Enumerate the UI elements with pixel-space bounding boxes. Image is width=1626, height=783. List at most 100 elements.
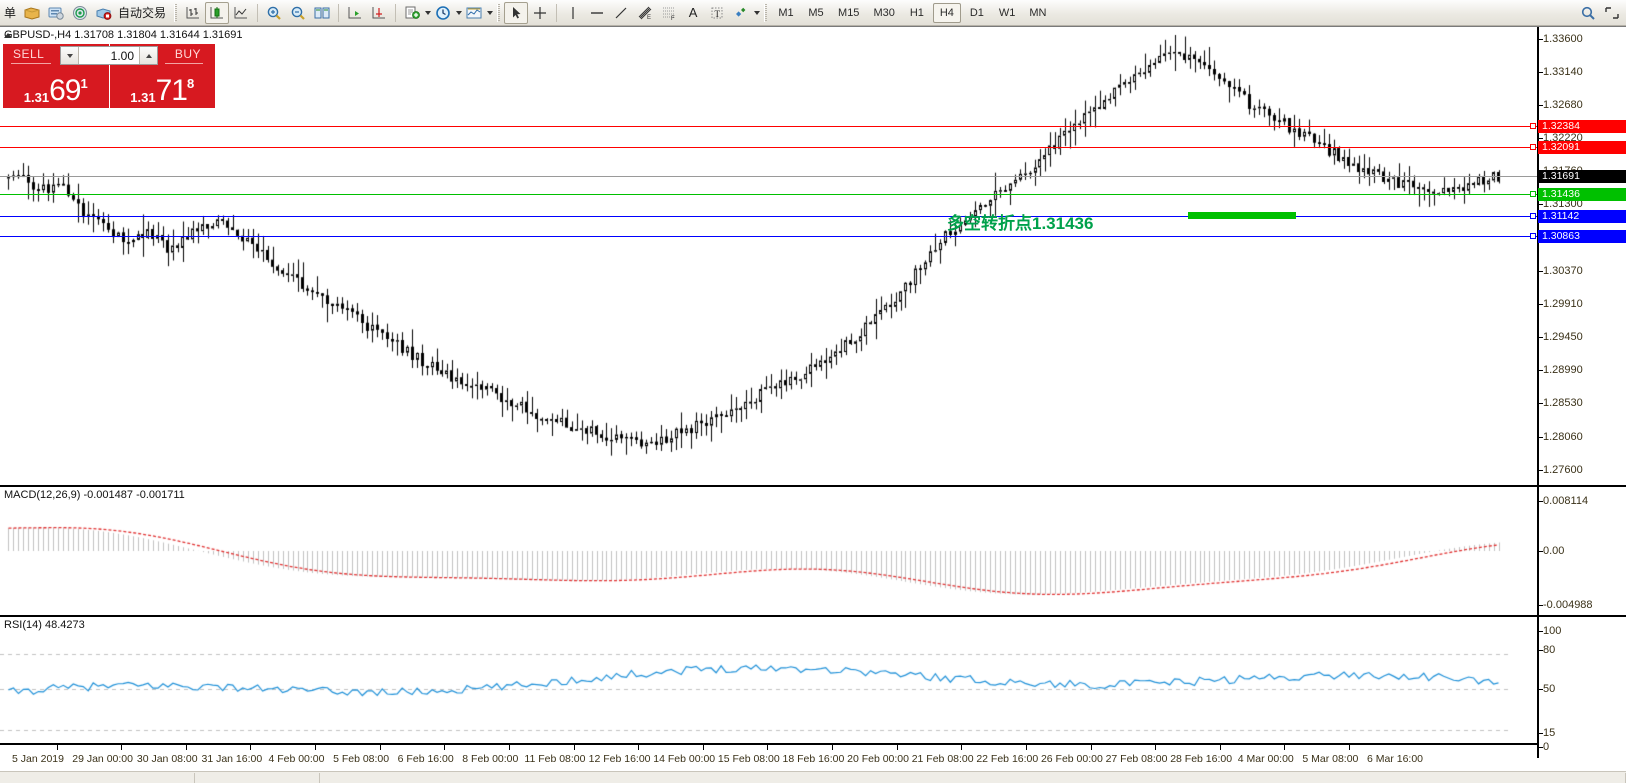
- rsi-plot[interactable]: [0, 617, 1537, 758]
- sell-price-sup: 1: [80, 76, 88, 91]
- cursor-arrow-icon[interactable]: [504, 1, 529, 24]
- timeframe-m30[interactable]: M30: [873, 6, 895, 19]
- volume-increase-icon[interactable]: [139, 47, 157, 64]
- folder-icon[interactable]: [20, 2, 44, 24]
- macd-plot[interactable]: [0, 487, 1537, 615]
- macd-pane[interactable]: MACD(12,26,9) -0.001487 -0.001711 0.0081…: [0, 485, 1626, 615]
- time-axis[interactable]: 5 Jan 2019 29 Jan 00:00 30 Jan 08:00 31 Jan…: [0, 743, 1537, 769]
- axis-tick-mark: [1539, 304, 1543, 306]
- tile-windows-icon[interactable]: [310, 2, 334, 24]
- objects-icon[interactable]: [729, 2, 753, 24]
- time-axis-tick: [896, 745, 898, 750]
- price-plot[interactable]: 多空转折点1.31436: [0, 27, 1537, 485]
- signal-zone-highlight: [1188, 212, 1296, 219]
- zoom-out-icon[interactable]: [286, 2, 310, 24]
- templates-icon[interactable]: [400, 2, 424, 24]
- price-canvas: [0, 27, 1537, 485]
- objects-chevron-down-icon[interactable]: [754, 10, 761, 15]
- svg-text:F: F: [671, 16, 675, 21]
- chart-ohlc-title: GBPUSD-,H4 1.31708 1.31804 1.31644 1.316…: [4, 29, 243, 41]
- autotrading-label[interactable]: 自动交易: [118, 6, 167, 20]
- buy-price-prefix: 1.31: [130, 90, 156, 105]
- search-icon[interactable]: [1576, 2, 1600, 24]
- axis-tick-mark: [1539, 470, 1543, 471]
- axis-tick-label: -0.004988: [1543, 599, 1593, 611]
- time-axis-label: 12 Feb 16:00: [588, 753, 651, 765]
- axis-tick-label: 100: [1543, 625, 1562, 637]
- time-axis-label: 5 Mar 08:00: [1302, 753, 1359, 765]
- vertical-line-icon[interactable]: [561, 2, 585, 24]
- text-icon[interactable]: A: [688, 5, 698, 20]
- time-axis-tick: [315, 745, 317, 750]
- time-axis-tick: [250, 745, 252, 750]
- time-axis-label: 30 Jan 08:00: [136, 753, 198, 765]
- period-icon[interactable]: [431, 2, 455, 24]
- time-axis-label: 14 Feb 00:00: [653, 753, 716, 765]
- templates-chevron-down-icon[interactable]: [425, 10, 432, 15]
- volume-input[interactable]: 1.00: [110, 48, 134, 63]
- time-axis-tick: [702, 745, 704, 750]
- fullscreen-icon[interactable]: [1600, 2, 1624, 24]
- time-axis-tick: [56, 745, 58, 750]
- axis-tick-mark: [1539, 337, 1543, 339]
- indicators-icon[interactable]: [462, 2, 486, 24]
- price-pane[interactable]: 多空转折点1.31436 GBPUSD-,H4 1.31708 1.31804 …: [0, 27, 1626, 485]
- time-axis-label: 6 Mar 16:00: [1366, 753, 1424, 765]
- time-axis-tick: [1284, 745, 1286, 750]
- toolbar-right-group: [1576, 2, 1624, 24]
- auto-scroll-icon[interactable]: [367, 2, 391, 24]
- text-label-icon[interactable]: T: [705, 2, 729, 24]
- trendline-icon[interactable]: [609, 2, 633, 24]
- timeframe-w1[interactable]: W1: [998, 6, 1016, 19]
- toolbar-divider-3: [395, 3, 397, 22]
- volume-stepper[interactable]: 1.00: [60, 46, 158, 65]
- price-scale[interactable]: 1.33600 1.33140 1.32680 1.32220 1.31760 1.313…: [1537, 27, 1626, 485]
- axis-tick-label: 80: [1543, 644, 1556, 656]
- macd-canvas: [0, 487, 1537, 615]
- axis-tick-label: 1.31300: [1543, 198, 1583, 211]
- line-chart-icon[interactable]: [229, 2, 253, 24]
- collapse-triangle-icon[interactable]: [4, 33, 12, 38]
- time-axis-label: 8 Feb 00:00: [462, 753, 519, 765]
- chart-shift-icon[interactable]: [343, 2, 367, 24]
- crosshair-icon[interactable]: [528, 2, 552, 24]
- timeframe-mn[interactable]: MN: [1029, 6, 1047, 19]
- axis-tick-label: 1.29450: [1543, 331, 1583, 344]
- axis-tick-mark: [1539, 747, 1543, 748]
- bar-chart-icon[interactable]: [181, 2, 205, 24]
- autotrading-icon[interactable]: [92, 2, 116, 24]
- fibonacci-icon[interactable]: F: [657, 2, 681, 24]
- time-axis-label: 5 Feb 08:00: [333, 753, 390, 765]
- time-axis-tick: [767, 745, 769, 750]
- timeframe-h1[interactable]: H1: [909, 6, 924, 19]
- signals-icon[interactable]: [68, 2, 92, 24]
- horizontal-line-icon[interactable]: [585, 2, 609, 24]
- timeframe-h4[interactable]: H4: [932, 2, 961, 23]
- sell-button[interactable]: SELL 1.31691: [3, 44, 110, 108]
- time-axis-tick: [1219, 745, 1221, 750]
- toolbar-divider: [257, 3, 259, 22]
- svg-text:T: T: [715, 9, 721, 19]
- equidistant-channel-icon[interactable]: E: [633, 2, 657, 24]
- status-cell-2: [195, 772, 320, 783]
- timeframe-m5[interactable]: M5: [808, 6, 824, 19]
- volume-decrease-icon[interactable]: [61, 47, 79, 64]
- zoom-in-icon[interactable]: [262, 2, 286, 24]
- axis-tick-label: 1.32220: [1543, 132, 1583, 145]
- timeframe-m1[interactable]: M1: [778, 6, 794, 19]
- timeframe-d1[interactable]: D1: [969, 6, 984, 19]
- period-chevron-down-icon[interactable]: [456, 10, 463, 15]
- time-axis-label: 31 Jan 16:00: [201, 753, 263, 765]
- macd-title: MACD(12,26,9) -0.001487 -0.001711: [4, 489, 185, 501]
- time-axis-label: 28 Feb 16:00: [1170, 753, 1233, 765]
- one-click-trading-panel[interactable]: SELL 1.31691 BUY 1.31718 1.00: [3, 44, 215, 108]
- candlestick-chart-icon[interactable]: [205, 1, 230, 24]
- indicators-chevron-down-icon[interactable]: [487, 10, 494, 15]
- rsi-pane[interactable]: RSI(14) 48.4273 100 80 50 15 0: [0, 615, 1626, 758]
- new-order-button[interactable]: 单: [4, 6, 17, 20]
- rsi-title: RSI(14) 48.4273: [4, 619, 85, 631]
- timeframe-m15[interactable]: M15: [838, 6, 860, 19]
- time-axis-tick: [185, 745, 187, 750]
- terminal-icon[interactable]: [44, 2, 68, 24]
- chart-window[interactable]: 多空转折点1.31436 GBPUSD-,H4 1.31708 1.31804 …: [0, 26, 1626, 783]
